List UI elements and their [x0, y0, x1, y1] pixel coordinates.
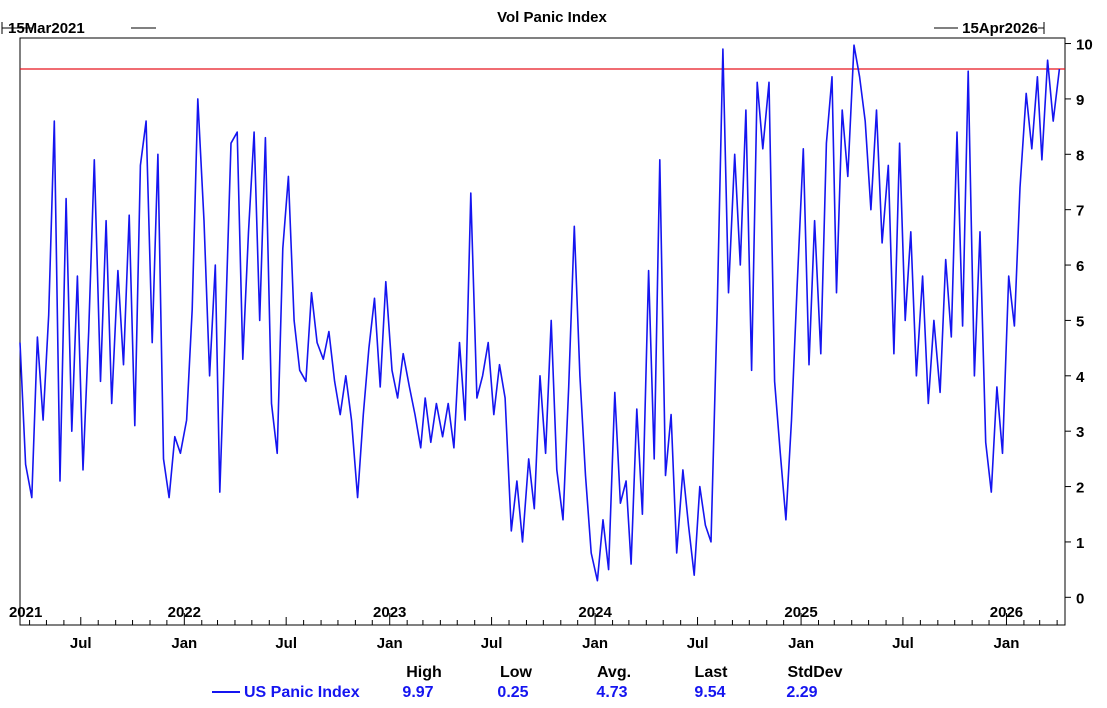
stats-value-stddev: 2.29	[786, 684, 817, 701]
y-tick-label: 3	[1076, 424, 1084, 441]
year-label: 2024	[578, 604, 612, 621]
x-tick-label: Jan	[994, 635, 1020, 652]
y-tick-label: 7	[1076, 203, 1084, 220]
x-tick-label: Jan	[788, 635, 814, 652]
end-date-marker: 15Apr2026	[934, 20, 1045, 37]
y-tick-label: 1	[1076, 535, 1084, 552]
legend-series-name: US Panic Index	[244, 684, 360, 701]
x-tick-label: Jan	[377, 635, 403, 652]
x-tick-label: Jan	[582, 635, 608, 652]
stats-value-last: 9.54	[694, 684, 725, 701]
year-label: 2023	[373, 604, 406, 621]
x-tick-label: Jul	[275, 635, 297, 652]
y-axis: 0 1 2 3 4 5 6 7 8 9 10	[1065, 37, 1093, 607]
start-date-label: 15Mar2021	[8, 20, 85, 37]
stats-header-high: High	[406, 664, 442, 681]
y-tick-label: 5	[1076, 313, 1084, 330]
y-tick-label: 8	[1076, 147, 1084, 164]
year-label: 2025	[784, 604, 817, 621]
x-tick-label: Jan	[171, 635, 197, 652]
series-line-us-panic-index	[19, 44, 1061, 582]
end-date-label: 15Apr2026	[962, 20, 1038, 37]
y-tick-label: 2	[1076, 480, 1084, 497]
x-tick-label: Jul	[70, 635, 92, 652]
stats-value-avg: 4.73	[596, 684, 627, 701]
stats-header-avg: Avg.	[597, 664, 631, 681]
year-label: 2021	[9, 604, 42, 621]
x-axis: Jul Jan Jul Jan Jul Jan Jul Jan Jul Jan	[29, 613, 1058, 652]
x-tick-label: Jul	[892, 635, 914, 652]
y-tick-label: 6	[1076, 258, 1084, 275]
plot-frame	[19, 37, 1066, 626]
year-labels: 2021 2022 2023 2024 2025 2026	[9, 604, 1023, 621]
x-tick-label: Jul	[481, 635, 503, 652]
year-label: 2022	[168, 604, 201, 621]
stats-value-low: 0.25	[497, 684, 528, 701]
x-tick-label: Jul	[687, 635, 709, 652]
y-tick-label: 9	[1076, 92, 1084, 109]
stats-header-last: Last	[695, 664, 729, 681]
start-date-marker: 15Mar2021	[1, 20, 156, 37]
y-tick-label: 4	[1076, 369, 1085, 386]
chart-title: Vol Panic Index	[497, 9, 607, 26]
stats-header-stddev: StdDev	[787, 664, 842, 681]
stats-header-low: Low	[500, 664, 533, 681]
year-label: 2026	[990, 604, 1023, 621]
stats-table: High Low Avg. Last StdDev US Panic Index…	[212, 664, 843, 701]
y-tick-label: 10	[1076, 37, 1093, 54]
stats-value-high: 9.97	[402, 684, 433, 701]
y-tick-label: 0	[1076, 590, 1084, 607]
